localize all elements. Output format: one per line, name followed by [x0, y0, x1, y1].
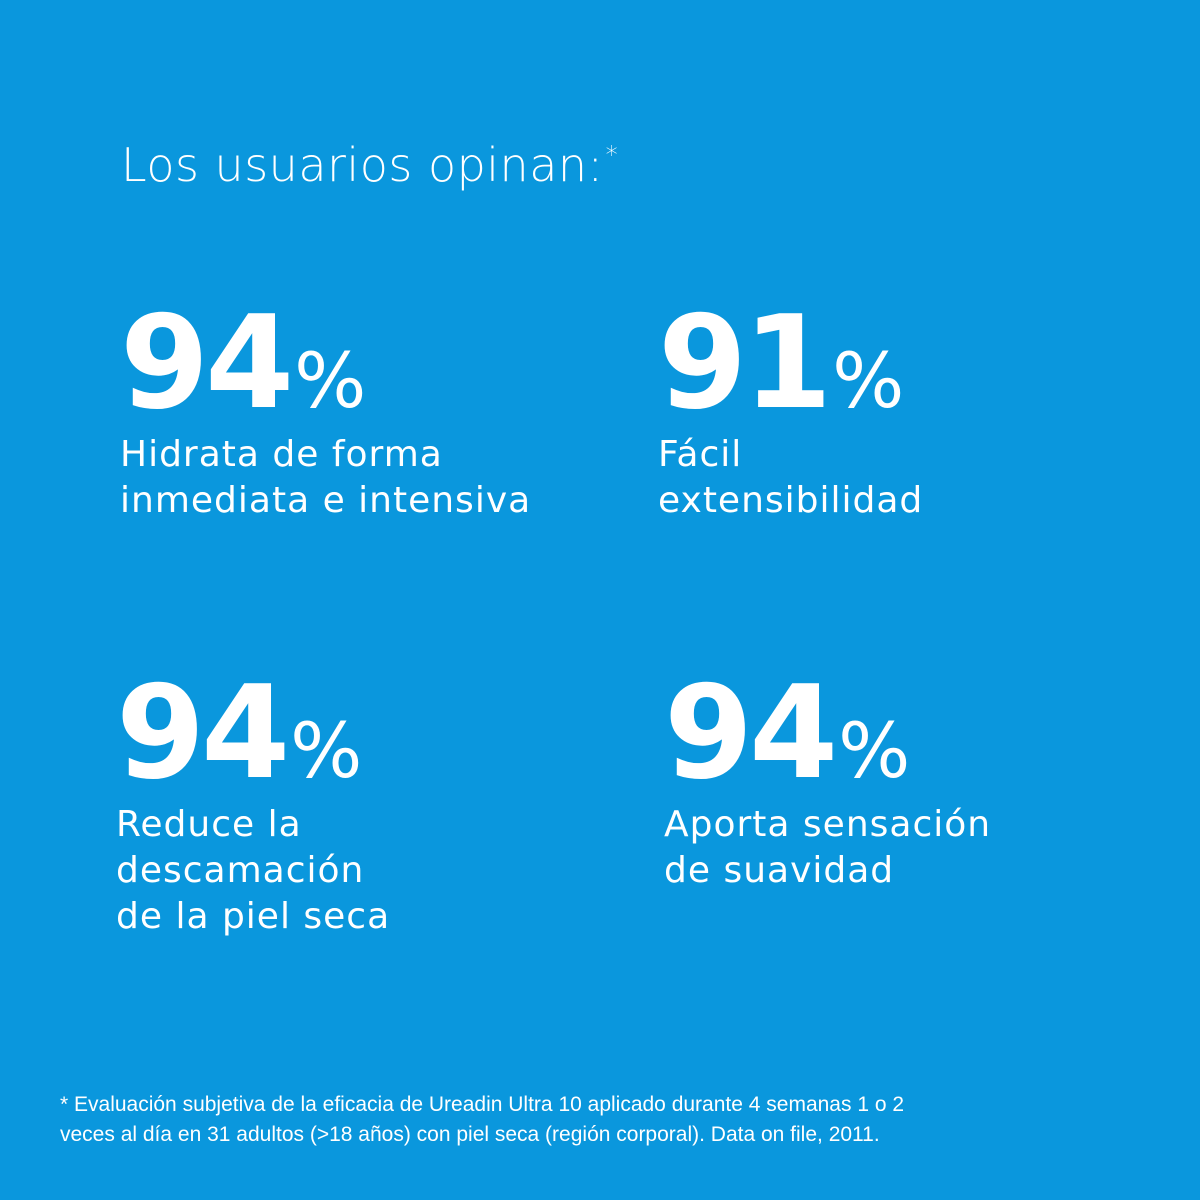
- percent-sign: %: [290, 706, 363, 795]
- percent-sign: %: [294, 336, 367, 425]
- footnote: * Evaluación subjetiva de la eficacia de…: [60, 1093, 905, 1146]
- stat-value: 94: [120, 289, 294, 438]
- stat-value: 94: [116, 659, 290, 808]
- stat-label: Reduce la descamación de la piel seca: [116, 804, 391, 937]
- stat-softness: 94% Aporta sensación de suavidad: [664, 670, 991, 894]
- page-title: Los usuarios opinan:*: [121, 138, 618, 192]
- stat-value: 91: [658, 289, 832, 438]
- stat-value: 94: [664, 659, 838, 808]
- percent-sign: %: [832, 336, 905, 425]
- title-asterisk: *: [605, 141, 619, 169]
- stat-label: Aporta sensación de suavidad: [664, 804, 992, 891]
- title-text: Los usuarios opinan:: [121, 138, 604, 192]
- percent-sign: %: [838, 706, 911, 795]
- stat-label: Hidrata de forma inmediata e intensiva: [120, 434, 532, 521]
- stat-label: Fácil extensibilidad: [658, 434, 924, 521]
- stat-flaking: 94% Reduce la descamación de la piel sec…: [116, 670, 390, 940]
- stat-spreadability: 91% Fácil extensibilidad: [658, 300, 923, 524]
- stat-hydration: 94% Hidrata de forma inmediata e intensi…: [120, 300, 531, 524]
